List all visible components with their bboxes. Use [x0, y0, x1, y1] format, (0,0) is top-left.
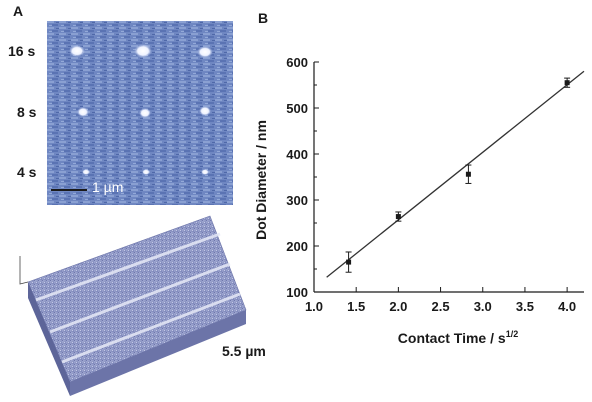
data-point — [346, 259, 352, 265]
y-tick-label: 300 — [286, 193, 308, 208]
afm-image — [47, 21, 233, 205]
x-tick-label: 3.5 — [516, 299, 534, 314]
data-point — [564, 80, 570, 86]
x-tick-label: 4.0 — [558, 299, 576, 314]
panel-label-b: B — [258, 10, 269, 26]
row-label-4s: 4 s — [17, 164, 37, 180]
y-tick-label: 600 — [286, 55, 308, 70]
x-axis-label: Contact Time / s1/2 — [398, 329, 518, 346]
x-tick-label: 3.0 — [474, 299, 492, 314]
y-tick-label: 200 — [286, 239, 308, 254]
data-point — [395, 214, 401, 220]
afm-dots — [69, 44, 213, 175]
x-tick-label: 2.0 — [389, 299, 407, 314]
topo-ridges — [35, 232, 241, 364]
y-axis-label: Dot Diameter / nm — [253, 120, 269, 240]
row-label-16s: 16 s — [8, 43, 36, 59]
x-tick-label: 1.0 — [305, 299, 323, 314]
y-tick-label: 400 — [286, 147, 308, 162]
fit-line — [326, 70, 585, 278]
panel-label-a: A — [13, 3, 24, 19]
scale-bar-label: 1 µm — [92, 179, 124, 195]
x-tick-label: 1.5 — [347, 299, 365, 314]
afm-3d-topography — [19, 215, 247, 396]
chart-axes: 100 200 300 400 500 600 1.0 1.5 2.0 2.5 3.0 3.5 4.0 — [286, 55, 584, 314]
topo-scale-label: 5.5 µm — [222, 343, 266, 359]
x-tick-label: 2.5 — [432, 299, 450, 314]
chart-marks — [326, 70, 585, 278]
row-label-8s: 8 s — [17, 104, 37, 120]
data-point — [465, 171, 471, 177]
y-tick-label: 100 — [286, 285, 308, 300]
scale-bar — [51, 189, 87, 191]
y-tick-label: 500 — [286, 101, 308, 116]
